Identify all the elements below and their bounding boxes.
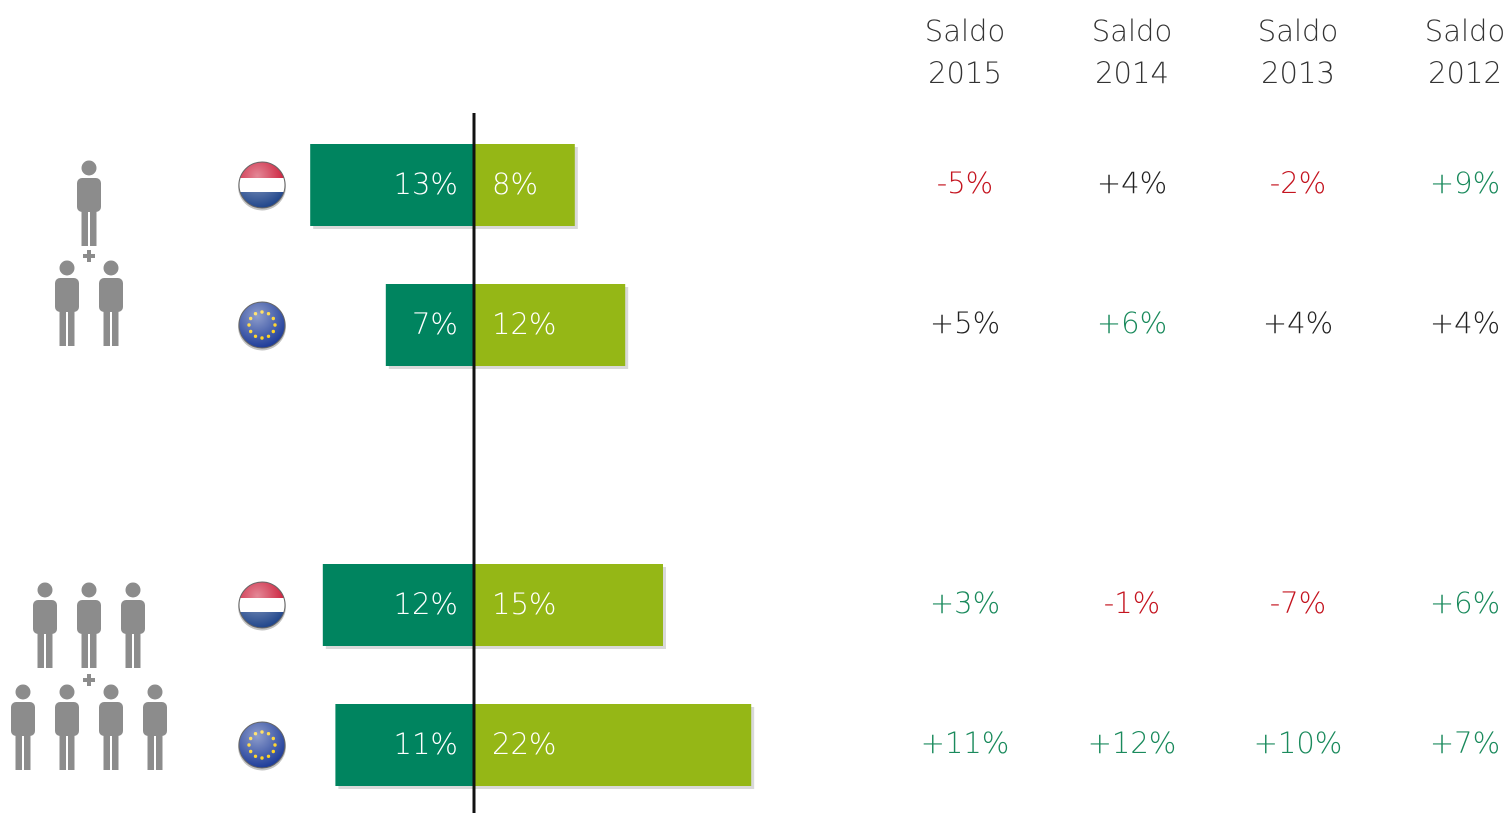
- column-header: 2014: [1095, 56, 1169, 90]
- saldo-cell: +5%: [930, 306, 1000, 340]
- saldo-cell: +10%: [1254, 726, 1343, 760]
- saldo-cell: +3%: [930, 586, 1000, 620]
- bar: [335, 704, 474, 786]
- saldo-cell: -1%: [1104, 586, 1160, 620]
- saldo-cell: +6%: [1097, 306, 1167, 340]
- saldo-cell: +11%: [921, 726, 1010, 760]
- bar: [310, 144, 474, 226]
- column-header: Saldo: [925, 14, 1005, 48]
- bar-label: 8%: [492, 167, 538, 201]
- bar: [474, 704, 752, 786]
- saldo-cell: -7%: [1270, 586, 1326, 620]
- bar: [474, 564, 663, 646]
- saldo-cell: +7%: [1430, 726, 1500, 760]
- column-header: Saldo: [1258, 14, 1338, 48]
- bar-label: 15%: [492, 587, 556, 621]
- saldo-cell: +6%: [1430, 586, 1500, 620]
- bar: [474, 144, 575, 226]
- bar: [322, 564, 474, 646]
- column-header: Saldo: [1425, 14, 1505, 48]
- saldo-cell: +4%: [1097, 166, 1167, 200]
- column-header: 2012: [1428, 56, 1502, 90]
- saldo-cell: -5%: [937, 166, 993, 200]
- saldo-cell: +4%: [1430, 306, 1500, 340]
- saldo-cell: +12%: [1088, 726, 1177, 760]
- saldo-cell: +9%: [1430, 166, 1500, 200]
- bar-label: 11%: [394, 727, 458, 761]
- people-icons: [11, 160, 167, 770]
- saldo-cell: +4%: [1263, 306, 1333, 340]
- bar-label: 12%: [492, 307, 556, 341]
- bar-label: 12%: [394, 587, 458, 621]
- column-header: Saldo: [1092, 14, 1172, 48]
- bar-label: 13%: [394, 167, 458, 201]
- bar: [385, 284, 474, 366]
- saldo-table: Saldo 2015 Saldo 2014 Saldo 2013 Saldo 2012 -5% +…: [921, 14, 1506, 760]
- flags: [237, 162, 287, 771]
- bar: [474, 284, 626, 366]
- saldo-cell: -2%: [1270, 166, 1326, 200]
- bar-label: 22%: [492, 727, 556, 761]
- column-header: 2013: [1261, 56, 1335, 90]
- labels: 13% 7% 12% 11% 8% 12% 15% 22%: [394, 167, 557, 761]
- column-header: 2015: [928, 56, 1002, 90]
- bar-label: 7%: [412, 307, 458, 341]
- bars: [310, 144, 755, 789]
